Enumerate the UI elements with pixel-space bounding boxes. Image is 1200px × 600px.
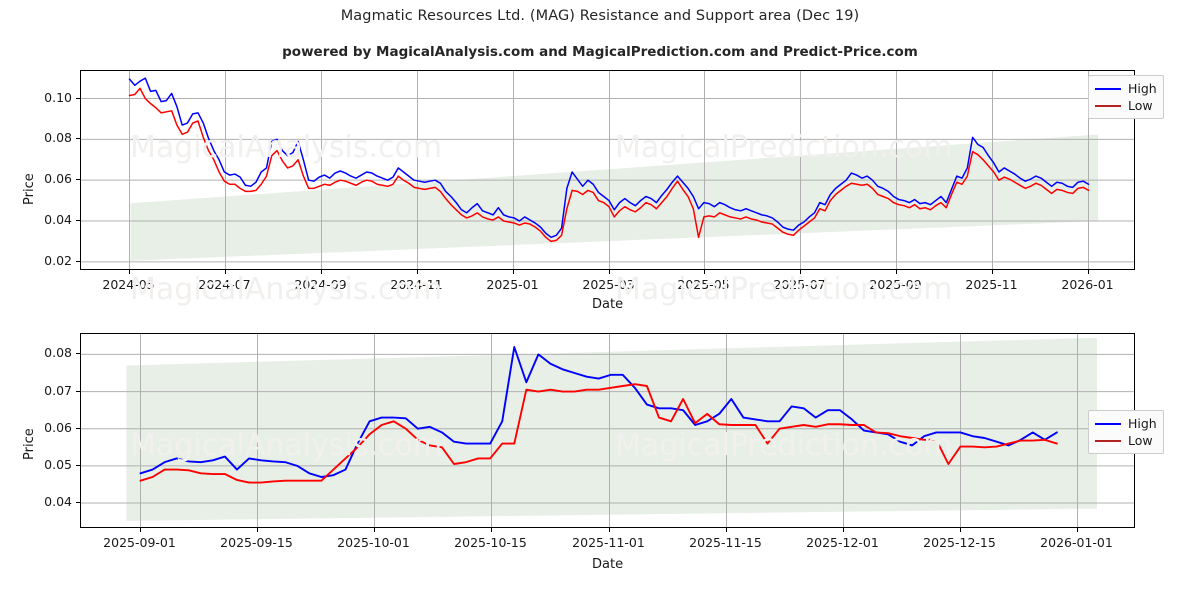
y-tick-label: 0.10 bbox=[44, 89, 72, 105]
lower-chart-legend[interactable]: High Low bbox=[1088, 410, 1164, 454]
x-tick-mark bbox=[490, 528, 492, 532]
support-resistance-band bbox=[130, 134, 1099, 261]
x-tick-label: 2026-01-01 bbox=[1040, 535, 1113, 550]
x-tick-mark bbox=[224, 270, 226, 274]
x-tick-label: 2024-09 bbox=[294, 277, 347, 292]
x-tick-mark bbox=[139, 528, 141, 532]
x-tick-label: 2025-12-15 bbox=[923, 535, 996, 550]
x-tick-mark bbox=[373, 528, 375, 532]
page-title: Magmatic Resources Ltd. (MAG) Resistance… bbox=[340, 8, 860, 24]
x-tick-label: 2024-11 bbox=[390, 277, 443, 292]
series-line-high bbox=[139, 346, 1058, 478]
legend-item-low[interactable]: Low bbox=[1095, 432, 1157, 449]
y-tick-mark bbox=[76, 427, 80, 429]
legend-swatch-low bbox=[1095, 439, 1121, 442]
y-tick-label: 0.02 bbox=[44, 252, 72, 268]
y-tick-label: 0.08 bbox=[44, 130, 72, 146]
upper-chart-x-axis-title: Date bbox=[592, 297, 624, 312]
upper-chart-panel: Price 0.02 0.04 0.06 0.08 0.10 2024-05 2024-0… bbox=[0, 60, 1200, 320]
x-tick-label: 2025-05 bbox=[677, 277, 730, 292]
x-tick-mark bbox=[991, 270, 993, 274]
y-tick-label: 0.04 bbox=[44, 212, 72, 227]
x-tick-label: 2025-09-15 bbox=[220, 535, 293, 550]
y-tick-label: 0.06 bbox=[44, 419, 72, 435]
legend-item-low[interactable]: Low bbox=[1095, 97, 1157, 114]
y-tick-mark bbox=[76, 502, 80, 503]
x-tick-mark bbox=[799, 270, 801, 274]
y-tick-label: 0.07 bbox=[44, 382, 72, 398]
series-line-low bbox=[139, 383, 1058, 484]
y-tick-label: 0.04 bbox=[44, 494, 72, 509]
legend-label-low: Low bbox=[1128, 433, 1153, 448]
lower-chart-x-axis-title: Date bbox=[592, 557, 624, 572]
x-tick-label: 2025-12-01 bbox=[806, 535, 879, 550]
x-tick-mark bbox=[1087, 270, 1089, 274]
y-tick-label: 0.05 bbox=[44, 456, 72, 472]
y-tick-mark bbox=[76, 260, 80, 262]
x-tick-mark bbox=[608, 528, 610, 532]
lower-chart-svg bbox=[81, 334, 1134, 527]
x-tick-mark bbox=[128, 270, 130, 274]
x-tick-mark bbox=[1076, 528, 1078, 532]
legend-swatch-low bbox=[1095, 104, 1121, 107]
x-tick-label: 2025-11-01 bbox=[572, 535, 645, 550]
legend-label-high: High bbox=[1128, 416, 1157, 431]
legend-label-low: Low bbox=[1128, 98, 1153, 113]
legend-swatch-high bbox=[1095, 87, 1121, 90]
x-tick-label: 2024-07 bbox=[198, 277, 251, 292]
upper-chart-legend[interactable]: High Low bbox=[1088, 75, 1164, 119]
y-tick-mark bbox=[76, 138, 80, 140]
x-tick-mark bbox=[959, 528, 961, 532]
x-tick-mark bbox=[416, 270, 418, 274]
x-tick-label: 2025-07 bbox=[773, 277, 826, 292]
lower-chart-plot-area bbox=[80, 333, 1135, 528]
x-tick-label: 2025-03 bbox=[582, 277, 635, 292]
page-subtitle: powered by MagicalAnalysis.com and Magic… bbox=[282, 44, 918, 60]
x-tick-mark bbox=[842, 528, 844, 532]
support-resistance-band bbox=[126, 337, 1097, 521]
x-tick-mark bbox=[512, 270, 514, 274]
x-tick-mark bbox=[725, 528, 727, 532]
x-tick-label: 2024-05 bbox=[102, 277, 155, 292]
legend-item-high[interactable]: High bbox=[1095, 415, 1157, 432]
x-tick-label: 2025-10-15 bbox=[454, 535, 527, 550]
x-tick-mark bbox=[256, 528, 258, 532]
y-tick-mark bbox=[76, 220, 80, 221]
legend-label-high: High bbox=[1128, 81, 1157, 96]
y-tick-mark bbox=[76, 179, 80, 181]
x-tick-label: 2025-11-15 bbox=[689, 535, 762, 550]
upper-chart-svg bbox=[81, 71, 1134, 269]
x-tick-mark bbox=[895, 270, 897, 274]
legend-swatch-high bbox=[1095, 422, 1121, 425]
x-tick-label: 2025-09-01 bbox=[103, 535, 176, 550]
series-line-low bbox=[128, 87, 1090, 243]
y-tick-label: 0.08 bbox=[44, 345, 72, 361]
y-tick-mark bbox=[76, 464, 80, 466]
x-tick-label: 2025-10-01 bbox=[337, 535, 410, 550]
series-line-high bbox=[128, 77, 1090, 239]
upper-chart-plot-area bbox=[80, 70, 1135, 270]
x-tick-label: 2025-11 bbox=[965, 277, 1018, 292]
y-tick-mark bbox=[76, 353, 80, 355]
x-tick-mark bbox=[703, 270, 705, 274]
y-tick-mark bbox=[76, 97, 80, 99]
lower-chart-panel: Price 0.04 0.05 0.06 0.07 0.08 2025-09-01 202… bbox=[0, 325, 1200, 600]
legend-item-high[interactable]: High bbox=[1095, 80, 1157, 97]
x-tick-mark bbox=[320, 270, 322, 274]
x-tick-label: 2025-09 bbox=[869, 277, 922, 292]
x-tick-label: 2025-01 bbox=[486, 277, 539, 292]
x-tick-mark bbox=[608, 270, 610, 274]
x-tick-label: 2026-01 bbox=[1061, 277, 1114, 292]
y-tick-mark bbox=[76, 390, 80, 392]
y-tick-label: 0.06 bbox=[44, 171, 72, 187]
